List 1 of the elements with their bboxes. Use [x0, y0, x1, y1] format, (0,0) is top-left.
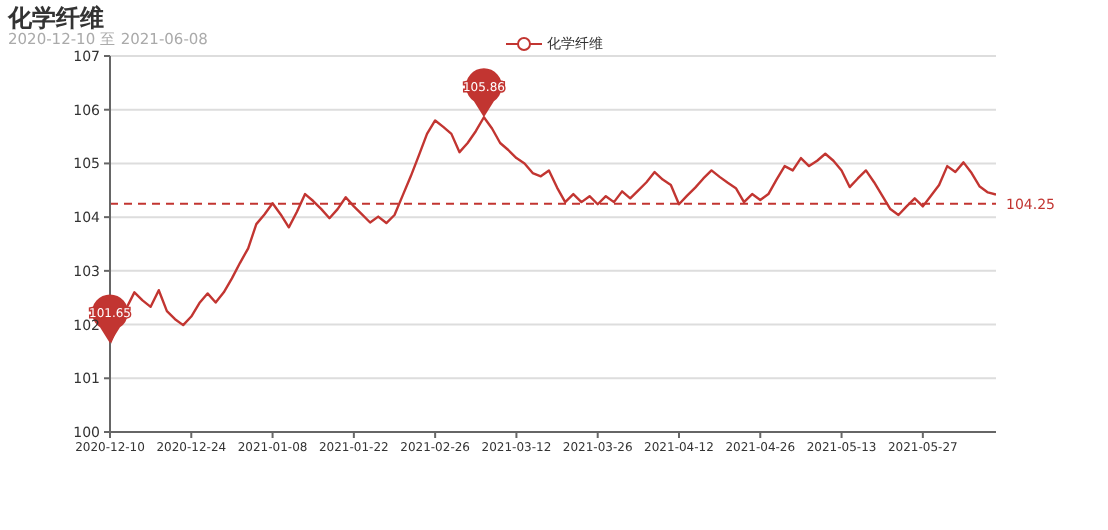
chart-title: 化学纤维 — [8, 2, 104, 32]
